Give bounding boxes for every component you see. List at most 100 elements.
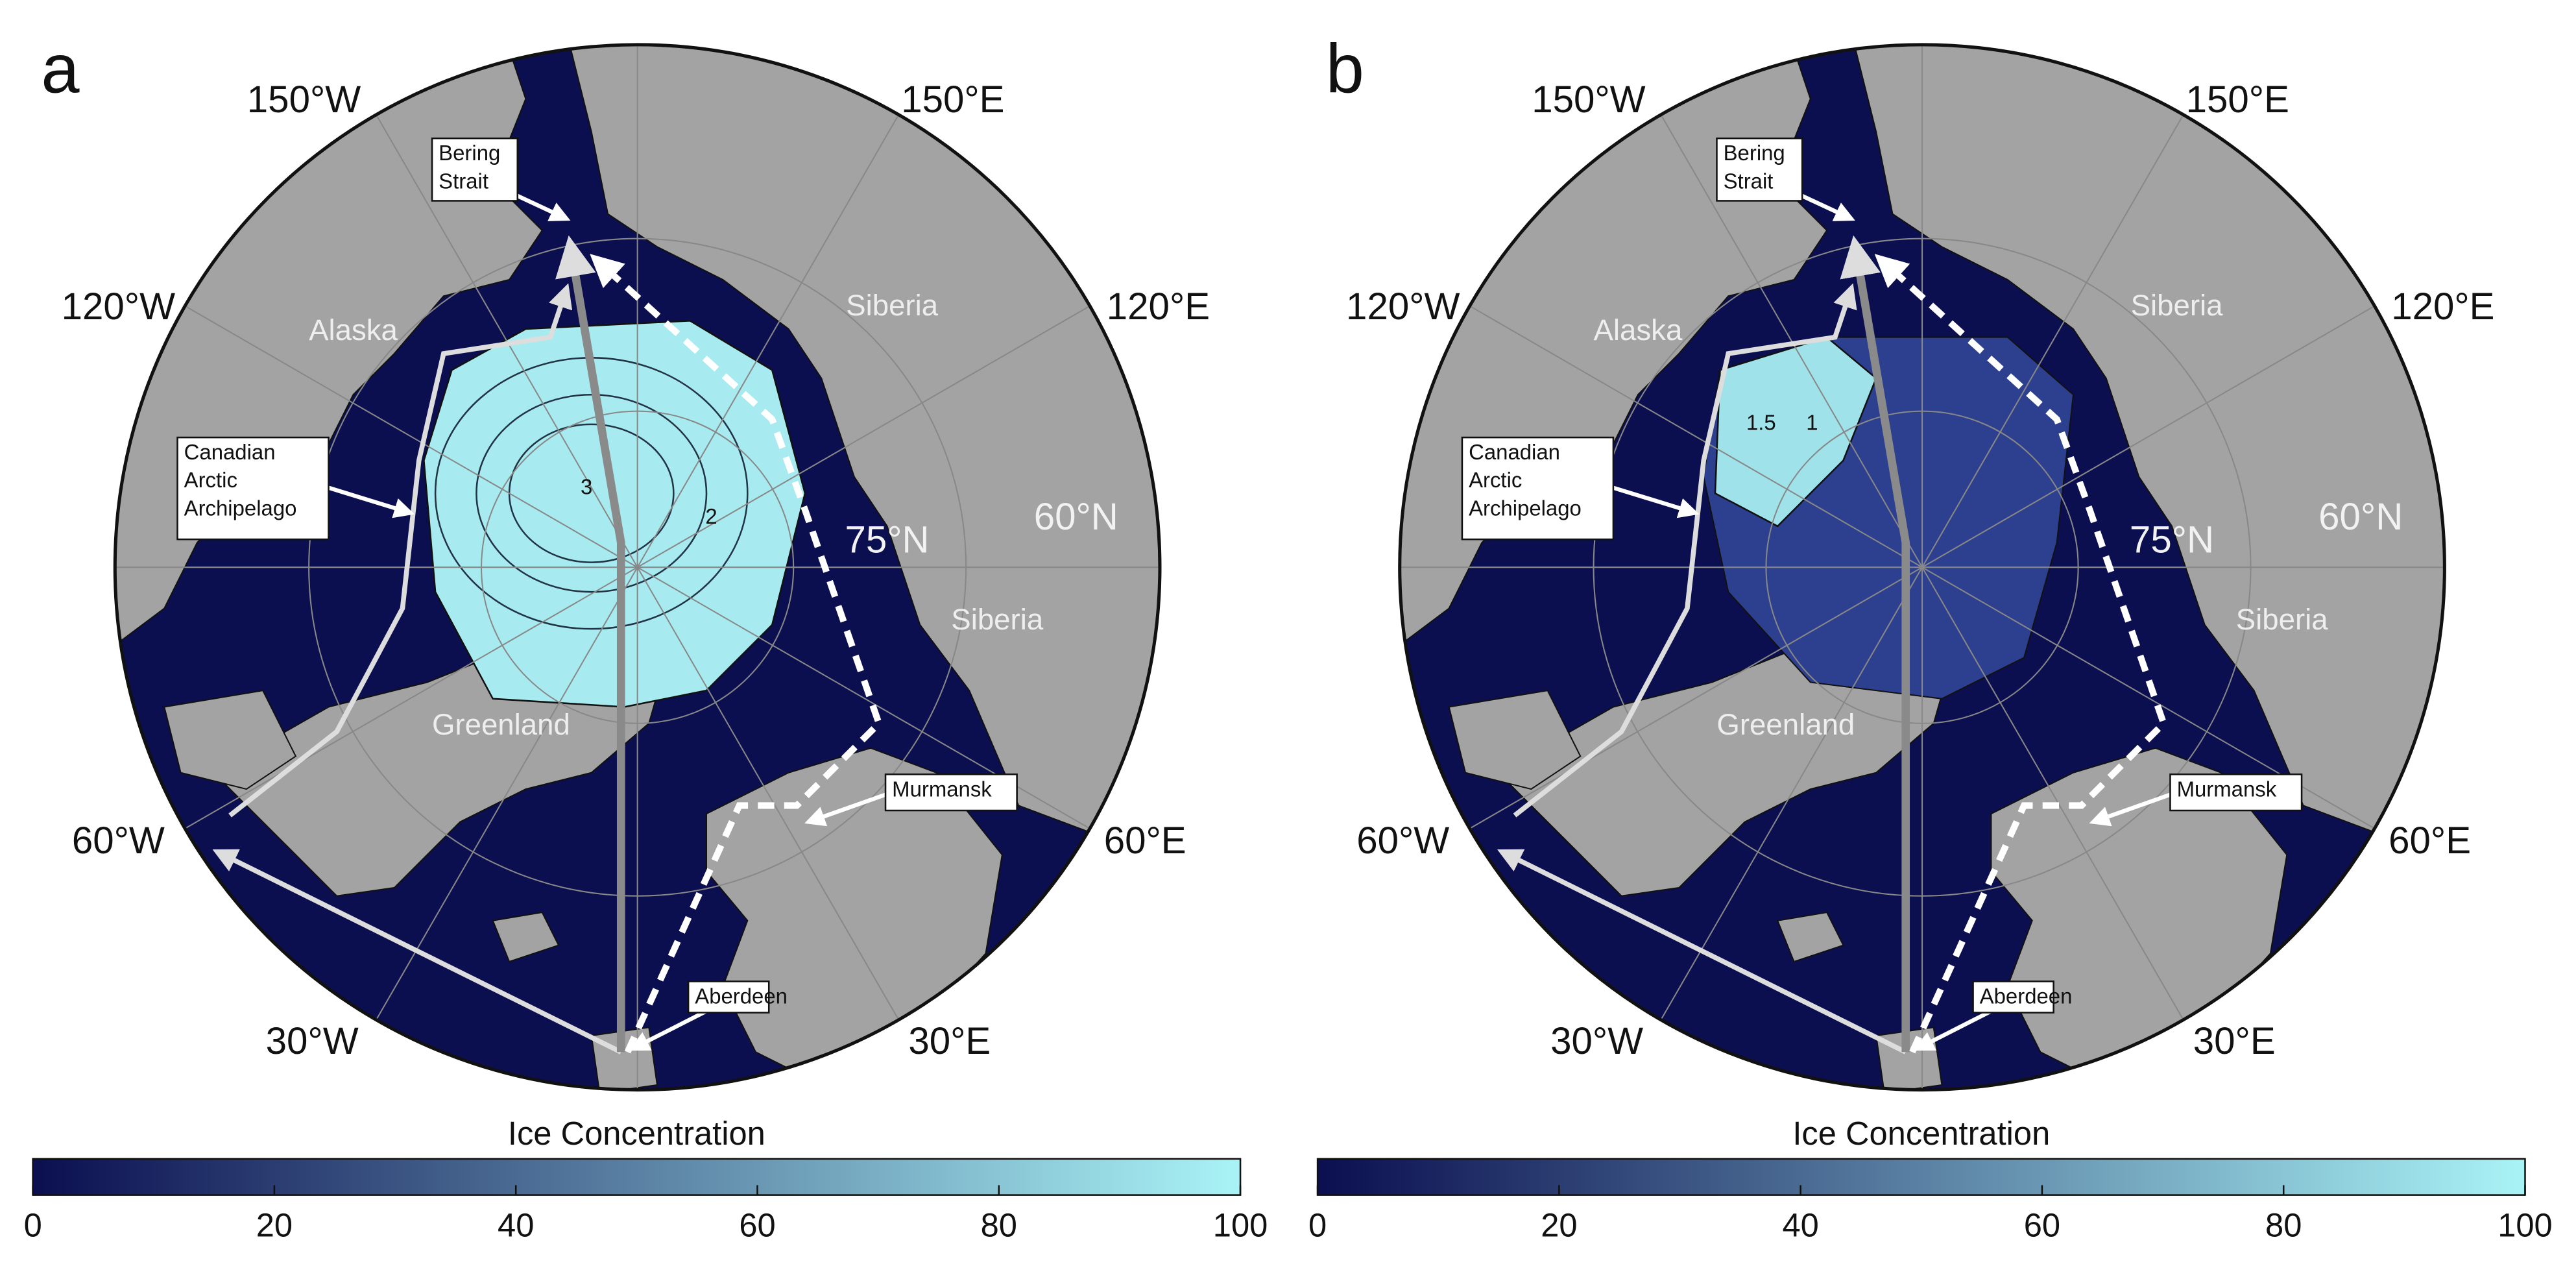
meridian bbox=[1921, 566, 2184, 1021]
longitude-label: 60°W bbox=[1356, 820, 1449, 862]
callout-box bbox=[1461, 436, 1615, 541]
route-transpolar bbox=[555, 235, 625, 1053]
longitude-label: 60°W bbox=[72, 820, 165, 862]
panel-label: a bbox=[41, 30, 80, 108]
region-label: Siberia bbox=[2236, 603, 2329, 636]
meridian bbox=[1660, 114, 1923, 568]
callout-box bbox=[431, 137, 519, 202]
longitude-label: 120°E bbox=[1107, 286, 1210, 328]
longitude-label: 30°E bbox=[2193, 1020, 2276, 1062]
latitude-label: 75°N bbox=[2130, 519, 2214, 561]
contour-label: 3 bbox=[581, 474, 592, 498]
parallel bbox=[481, 410, 795, 724]
land bbox=[1776, 911, 1844, 963]
meridian bbox=[1660, 566, 1923, 1021]
callout-label: Murmansk bbox=[2177, 777, 2277, 801]
meridian bbox=[636, 566, 900, 1021]
thickness-contour bbox=[475, 394, 708, 593]
colorbar-tick-label: 40 bbox=[498, 1207, 534, 1244]
colorbar-title: Ice Concentration bbox=[508, 1115, 765, 1152]
colorbar bbox=[32, 1158, 1242, 1196]
meridian bbox=[637, 305, 1090, 568]
region-label: Siberia bbox=[846, 289, 939, 322]
meridian bbox=[184, 305, 638, 568]
longitude-label: 60°E bbox=[1104, 820, 1186, 862]
route-northwest bbox=[212, 849, 622, 1054]
callout-label: Canadian bbox=[1469, 440, 1560, 464]
contour-label: 2 bbox=[705, 504, 717, 528]
callout-label: Archipelago bbox=[1469, 496, 1582, 520]
meridian bbox=[376, 566, 638, 1021]
contour-label: 1 bbox=[1806, 411, 1818, 435]
longitude-label: 120°W bbox=[1346, 286, 1460, 328]
region-label: Siberia bbox=[951, 603, 1044, 636]
colorbar-tick-label: 20 bbox=[256, 1207, 293, 1244]
contour-label: 1.5 bbox=[1746, 411, 1776, 435]
longitude-label: 30°W bbox=[1550, 1020, 1643, 1062]
meridian bbox=[376, 114, 638, 568]
callout-label: Arctic bbox=[184, 468, 237, 492]
map-panel: a 150°W 150°E 120°W 120°E 60°W 60°E 30°W 30°E 75°… bbox=[24, 30, 1268, 1244]
longitude-label: 60°E bbox=[2389, 820, 2471, 862]
region-label: Greenland bbox=[432, 708, 570, 741]
longitude-label: 150°E bbox=[901, 79, 1004, 121]
callout-label: Aberdeen bbox=[1980, 984, 2073, 1008]
route-northwest bbox=[228, 283, 573, 818]
region-label: Siberia bbox=[2131, 289, 2224, 322]
parallel bbox=[1765, 410, 2079, 724]
meridian bbox=[1921, 114, 2184, 568]
callout-arrow bbox=[324, 485, 415, 518]
longitude-label: 30°E bbox=[908, 1020, 991, 1062]
callout-label: Arctic bbox=[1469, 468, 1522, 492]
callout-label: Aberdeen bbox=[695, 984, 788, 1008]
land bbox=[1448, 690, 1582, 790]
callout-box bbox=[2169, 773, 2303, 812]
longitude-label: 150°W bbox=[1532, 79, 1645, 121]
route-northwest bbox=[1513, 283, 1857, 818]
callout-box bbox=[687, 980, 770, 1014]
callout-arrow bbox=[804, 792, 888, 827]
colorbar-tick-label: 100 bbox=[1213, 1207, 1268, 1244]
parallel bbox=[1593, 237, 2252, 897]
region-label: Alaska bbox=[309, 313, 398, 347]
callout-box bbox=[176, 436, 330, 541]
callout-box bbox=[1972, 980, 2054, 1014]
callout-box bbox=[884, 773, 1018, 812]
meridian bbox=[1921, 305, 2376, 568]
land bbox=[163, 690, 297, 790]
colorbar-tick-label: 40 bbox=[1782, 1207, 1818, 1244]
route-northwest bbox=[1497, 849, 1907, 1054]
colorbar-tick-label: 80 bbox=[981, 1207, 1017, 1244]
callout-label: Bering bbox=[1724, 141, 1785, 165]
land bbox=[492, 911, 560, 963]
meridian bbox=[636, 114, 900, 568]
colorbar-tick-label: 100 bbox=[2498, 1207, 2552, 1244]
callout-label: Murmansk bbox=[892, 777, 992, 801]
callout-label: Bering bbox=[439, 141, 500, 165]
parallel bbox=[308, 237, 967, 897]
callout-arrow bbox=[2089, 792, 2173, 827]
callout-label: Archipelago bbox=[184, 496, 297, 520]
callout-label: Strait bbox=[439, 169, 488, 193]
callout-label: Strait bbox=[1724, 169, 1774, 193]
longitude-label: 150°W bbox=[247, 79, 361, 121]
longitude-label: 120°E bbox=[2391, 286, 2494, 328]
meridian bbox=[184, 566, 638, 829]
colorbar-tick-label: 80 bbox=[2265, 1207, 2302, 1244]
colorbar-tick-label: 20 bbox=[1541, 1207, 1577, 1244]
latitude-label: 60°N bbox=[1034, 496, 1118, 538]
colorbar bbox=[1316, 1158, 2526, 1196]
callout-box bbox=[1716, 137, 1803, 202]
meridian bbox=[1469, 566, 1923, 829]
longitude-label: 150°E bbox=[2186, 79, 2289, 121]
longitude-label: 30°W bbox=[266, 1020, 359, 1062]
map-border bbox=[1398, 43, 2446, 1092]
region-label: Greenland bbox=[1716, 708, 1855, 741]
colorbar-tick-label: 0 bbox=[1308, 1207, 1327, 1244]
callout-label: Canadian bbox=[184, 440, 276, 464]
colorbar-tick-label: 60 bbox=[2024, 1207, 2060, 1244]
map-border bbox=[113, 43, 1162, 1092]
latitude-label: 60°N bbox=[2318, 496, 2403, 538]
